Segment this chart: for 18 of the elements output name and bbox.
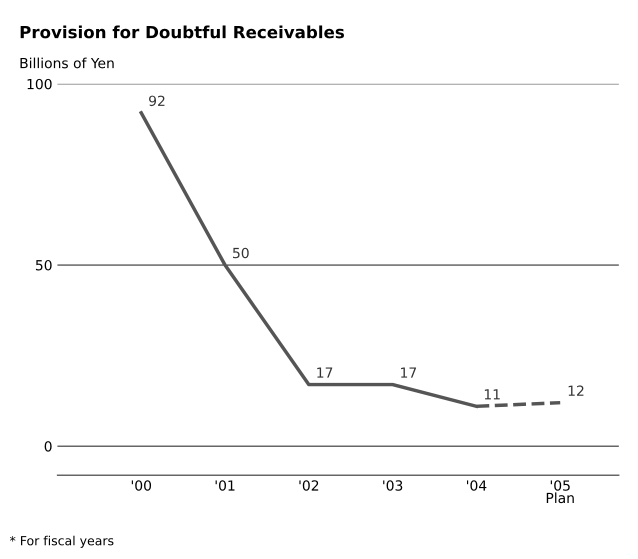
y-tick-label: 100 <box>28 78 52 90</box>
x-tick-label: '03 <box>383 480 402 491</box>
data-label: 50 <box>233 248 249 258</box>
x-tick-label: '04 <box>466 480 486 491</box>
x-tick-label: '02 <box>299 480 318 491</box>
data-label: 17 <box>317 368 332 378</box>
data-label: 92 <box>149 96 164 106</box>
x-tick-label: '01 <box>216 480 234 491</box>
y-axis-title: Billions of Yen <box>20 58 114 68</box>
data-label: 11 <box>484 389 500 400</box>
y-tick-label: 0 <box>44 441 52 452</box>
chart-title: Provision for Doubtful Receivables <box>20 25 344 38</box>
x-tick-label: '00 <box>132 480 152 491</box>
y-tick-label: 50 <box>36 260 52 270</box>
data-label: 17 <box>401 368 416 378</box>
data-label: 12 <box>568 385 584 396</box>
x-tick-label: '05 Plan <box>546 480 574 504</box>
text: * For fiscal years <box>10 536 114 548</box>
